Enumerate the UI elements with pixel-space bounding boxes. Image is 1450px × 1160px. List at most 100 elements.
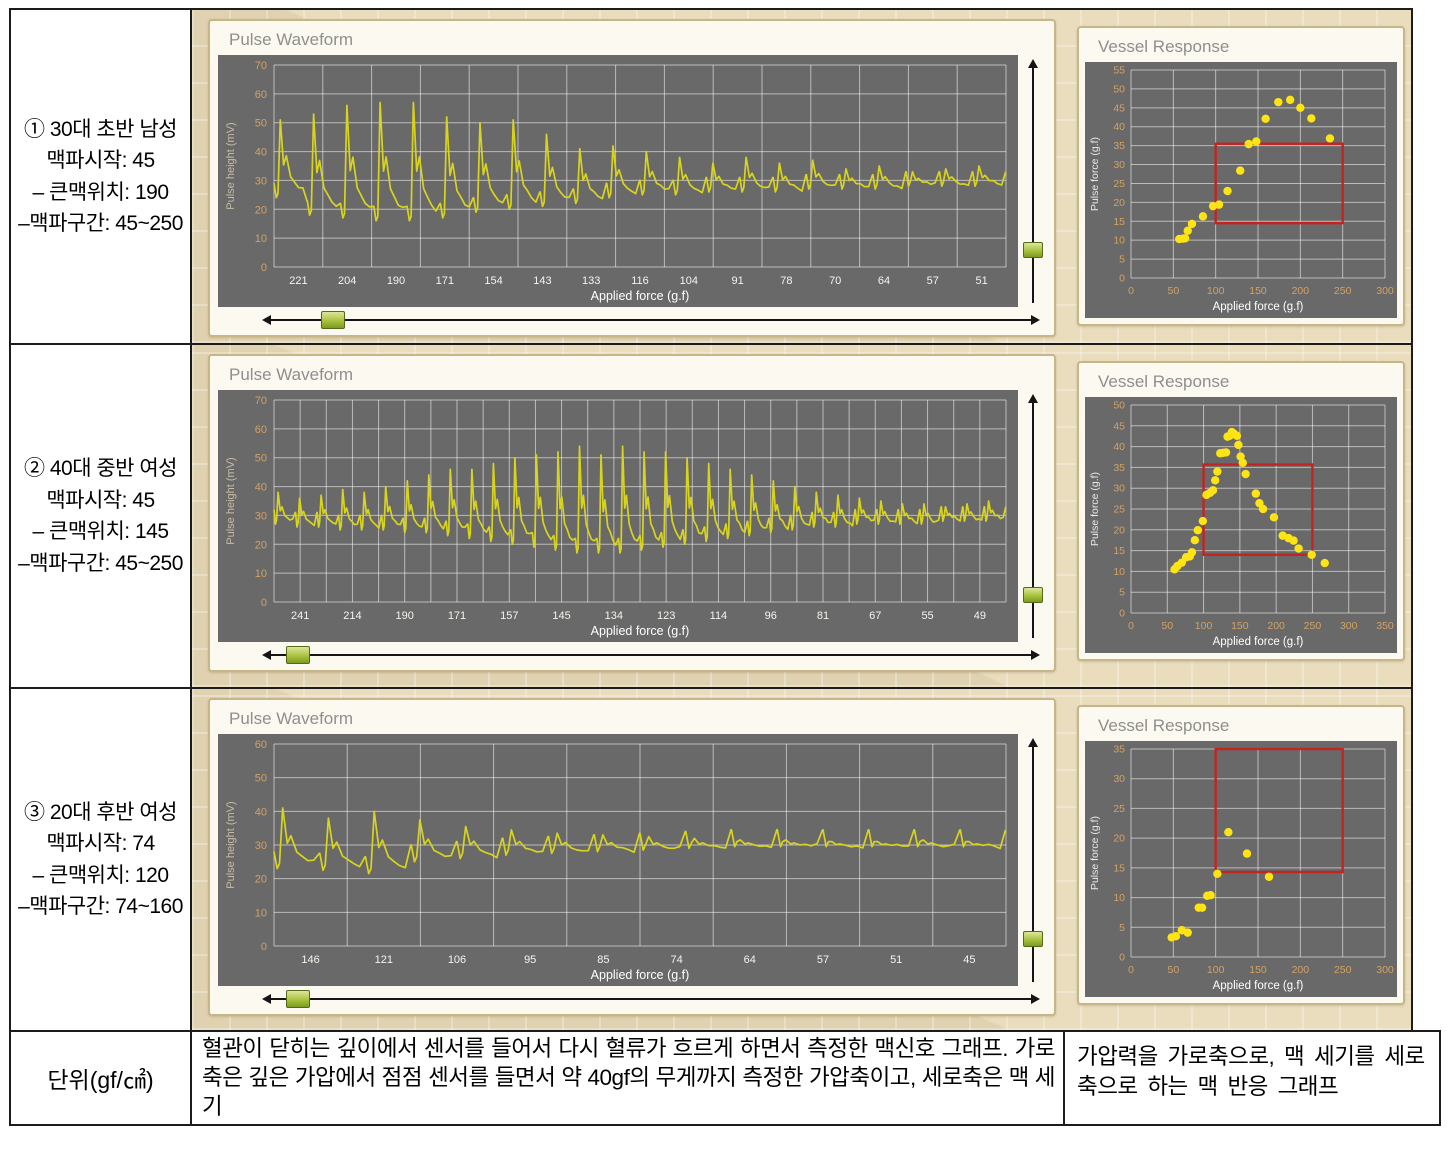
row-label-line: ① 30대 초반 남성: [24, 117, 177, 141]
svg-text:190: 190: [387, 275, 405, 287]
vertical-scrollbar-track[interactable]: [1032, 68, 1034, 303]
svg-text:5: 5: [1119, 587, 1125, 599]
svg-text:60: 60: [255, 89, 267, 101]
pulse-waveform-chart-1: 0 10 20 30 40 50 60 70 221 204 190 171 154 143 133 116 1…: [218, 55, 1018, 307]
svg-text:221: 221: [289, 275, 307, 287]
svg-text:0: 0: [261, 941, 267, 953]
scroll-right-arrow-icon[interactable]: [1031, 994, 1040, 1004]
svg-text:70: 70: [255, 395, 267, 407]
scroll-right-arrow-icon[interactable]: [1031, 315, 1040, 325]
row-label-line: –맥파구간: 74~160: [18, 895, 183, 918]
svg-text:35: 35: [1113, 140, 1125, 152]
waveform-description-cell: 혈관이 닫히는 깊이에서 센서를 들어서 다시 혈류가 흐르게 하면서 측정한 …: [192, 1032, 1065, 1125]
horizontal-scrollbar[interactable]: [262, 309, 1040, 331]
svg-text:350: 350: [1376, 620, 1394, 632]
svg-text:5: 5: [1119, 254, 1125, 266]
svg-text:50: 50: [1161, 620, 1173, 632]
svg-text:Applied force (g.f): Applied force (g.f): [591, 289, 690, 303]
pulse-waveform-panel-3: Pulse Waveform 0 10 20 30 40 50 60 146 121 106 95 8…: [208, 698, 1056, 1016]
svg-text:35: 35: [1113, 744, 1125, 756]
horizontal-scrollbar-track[interactable]: [264, 654, 1038, 656]
svg-text:134: 134: [605, 610, 623, 622]
svg-text:35: 35: [1113, 462, 1125, 474]
svg-text:40: 40: [1113, 121, 1125, 133]
vertical-scroll-thumb[interactable]: [1023, 242, 1043, 259]
svg-text:20: 20: [1113, 197, 1125, 209]
svg-text:10: 10: [1113, 235, 1125, 247]
vessel-response-chart-1: 0 5 10 15 20 25 30 35 40 45 50 55 0 50 100 150 200 250 300…: [1085, 62, 1397, 318]
horizontal-scrollbar[interactable]: [262, 644, 1040, 666]
svg-text:81: 81: [817, 610, 829, 622]
svg-text:250: 250: [1304, 620, 1322, 632]
svg-text:30: 30: [1113, 159, 1125, 171]
svg-text:30: 30: [1113, 773, 1125, 785]
svg-text:30: 30: [255, 510, 267, 522]
panel-title: Vessel Response: [1098, 372, 1230, 391]
vessel-response-chart-3: 0 5 10 15 20 25 30 35 0 50 100 150 200 250 300 Applied …: [1085, 741, 1397, 997]
row-label-2: ② 40대 중반 여성 맥파시작: 45 – 큰맥위치: 145 –맥파구간: …: [11, 345, 192, 687]
vertical-scroll-thumb[interactable]: [1023, 587, 1043, 604]
svg-text:123: 123: [657, 610, 675, 622]
svg-text:171: 171: [448, 610, 466, 622]
svg-text:Pulse height (mV): Pulse height (mV): [225, 457, 237, 544]
svg-text:150: 150: [1249, 285, 1267, 297]
pulse-waveform-chart-2: 0 10 20 30 40 50 60 70 241 214 190 171 157 145 134 123 1…: [218, 390, 1018, 642]
vessel-response-panel-2: Vessel Response 0 5 10 15 20 25 30 35 40 45 50 0 50 1…: [1077, 361, 1405, 661]
row-label-line: – 큰맥위치: 190: [32, 180, 170, 204]
scroll-up-arrow-icon[interactable]: [1028, 738, 1038, 747]
vertical-scroll-thumb[interactable]: [1023, 931, 1043, 948]
panel-title: Pulse Waveform: [229, 709, 354, 728]
svg-text:70: 70: [829, 275, 841, 287]
svg-text:204: 204: [338, 275, 356, 287]
svg-text:50: 50: [1113, 83, 1125, 95]
vertical-scrollbar-track[interactable]: [1032, 747, 1034, 982]
horizontal-scroll-thumb[interactable]: [285, 646, 310, 664]
svg-text:51: 51: [975, 275, 987, 287]
svg-text:200: 200: [1292, 285, 1310, 297]
svg-text:157: 157: [500, 610, 518, 622]
svg-text:100: 100: [1207, 285, 1225, 297]
svg-text:60: 60: [255, 739, 267, 751]
scroll-up-arrow-icon[interactable]: [1028, 394, 1038, 403]
vessel-description-cell: 가압력을 가로축으로, 맥 세기를 세로축으로 하는 맥 반응 그래프: [1077, 1044, 1425, 1099]
svg-text:0: 0: [261, 597, 267, 609]
scroll-up-arrow-icon[interactable]: [1028, 59, 1038, 68]
vertical-scrollbar[interactable]: [1018, 394, 1048, 638]
svg-text:100: 100: [1207, 964, 1225, 976]
row-label-line: 맥파시작: 74: [46, 832, 155, 855]
horizontal-scrollbar[interactable]: [262, 988, 1040, 1010]
svg-text:50: 50: [255, 453, 267, 465]
svg-text:49: 49: [974, 610, 986, 622]
svg-text:25: 25: [1113, 803, 1125, 815]
svg-text:40: 40: [255, 147, 267, 159]
panel-title: Pulse Waveform: [229, 365, 354, 384]
svg-text:Pulse force (g.f): Pulse force (g.f): [1089, 816, 1101, 890]
svg-text:5: 5: [1119, 922, 1125, 934]
horizontal-scroll-thumb[interactable]: [285, 990, 310, 1008]
svg-text:250: 250: [1334, 285, 1352, 297]
pulse-waveform-panel-1: Pulse Waveform 0 10 20 30 40 50 60 70 221 204 190 1…: [208, 19, 1056, 337]
svg-text:70: 70: [255, 60, 267, 72]
svg-text:300: 300: [1340, 620, 1358, 632]
svg-text:67: 67: [869, 610, 881, 622]
chart-cell-3: Pulse Waveform 0 10 20 30 40 50 60 146 121 106 95 8…: [192, 689, 1411, 1030]
svg-text:96: 96: [765, 610, 777, 622]
svg-text:0: 0: [261, 262, 267, 274]
svg-text:50: 50: [255, 118, 267, 130]
svg-text:200: 200: [1292, 964, 1310, 976]
svg-text:20: 20: [255, 204, 267, 216]
vertical-scrollbar-track[interactable]: [1032, 403, 1034, 638]
svg-text:30: 30: [255, 840, 267, 852]
svg-text:300: 300: [1376, 285, 1394, 297]
horizontal-scrollbar-track[interactable]: [264, 998, 1038, 1000]
svg-text:Pulse height (mV): Pulse height (mV): [225, 122, 237, 209]
svg-text:64: 64: [878, 275, 890, 287]
vertical-scrollbar[interactable]: [1018, 738, 1048, 982]
horizontal-scrollbar-track[interactable]: [264, 319, 1038, 321]
horizontal-scroll-thumb[interactable]: [320, 311, 345, 329]
table-row-2: ② 40대 중반 여성 맥파시작: 45 – 큰맥위치: 145 –맥파구간: …: [9, 343, 1413, 689]
svg-text:55: 55: [1113, 65, 1125, 77]
vertical-scrollbar[interactable]: [1018, 59, 1048, 303]
svg-text:121: 121: [375, 954, 393, 966]
scroll-right-arrow-icon[interactable]: [1031, 650, 1040, 660]
